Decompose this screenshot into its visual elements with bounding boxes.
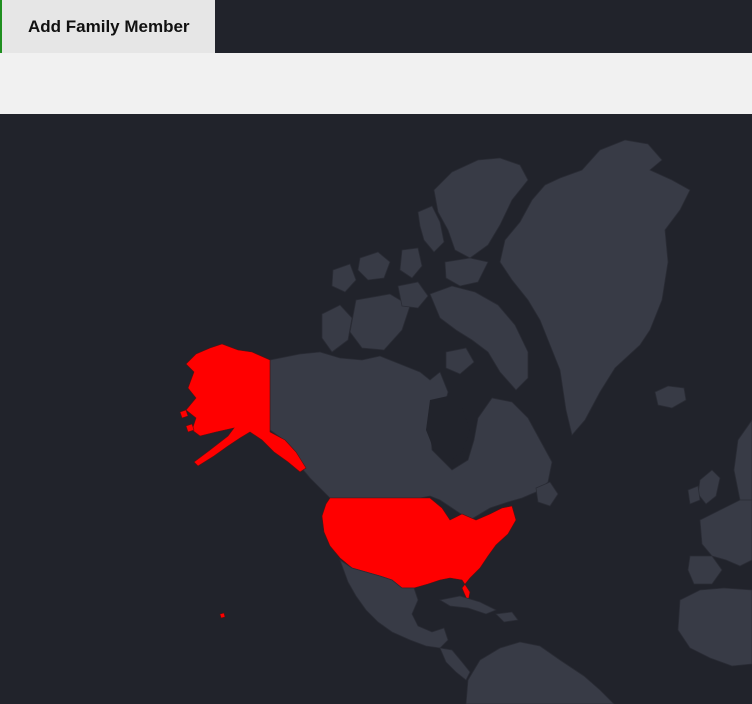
ireland[interactable] [687,485,701,505]
africa[interactable] [677,587,752,667]
alaska[interactable] [185,343,307,473]
arctic-island-4[interactable] [357,251,391,281]
cuba[interactable] [438,595,497,615]
iceland[interactable] [654,385,687,409]
central-america[interactable] [439,647,471,681]
victoria-island[interactable] [349,293,411,351]
map-svg[interactable] [0,114,752,704]
canada[interactable] [269,351,553,521]
south-america[interactable] [465,641,615,704]
europe[interactable] [699,499,752,567]
arctic-island-3[interactable] [399,247,423,279]
british-isles[interactable] [697,469,721,505]
arctic-island-2[interactable] [444,257,489,287]
arctic-island-6[interactable] [397,281,429,309]
alaska-island-2[interactable] [185,423,195,433]
hawaii[interactable] [219,612,226,619]
newfoundland[interactable] [535,481,559,507]
ellesmere-island[interactable] [433,157,529,259]
baffin-island[interactable] [429,285,529,391]
hispaniola[interactable] [495,611,519,623]
greenland[interactable] [499,139,691,436]
world-map[interactable] [0,114,752,704]
iberia[interactable] [687,555,723,585]
banks-island[interactable] [321,304,353,353]
form-panel [0,53,752,114]
mexico[interactable] [339,558,449,649]
southampton-island[interactable] [445,347,475,375]
united-states[interactable] [321,497,517,604]
arctic-island-5[interactable] [331,263,357,293]
alaska-island[interactable] [179,409,189,419]
hudson-bay [426,396,470,462]
add-family-member-button[interactable]: Add Family Member [0,0,215,53]
arctic-island-1[interactable] [417,205,445,253]
top-bar: Add Family Member [0,0,752,53]
